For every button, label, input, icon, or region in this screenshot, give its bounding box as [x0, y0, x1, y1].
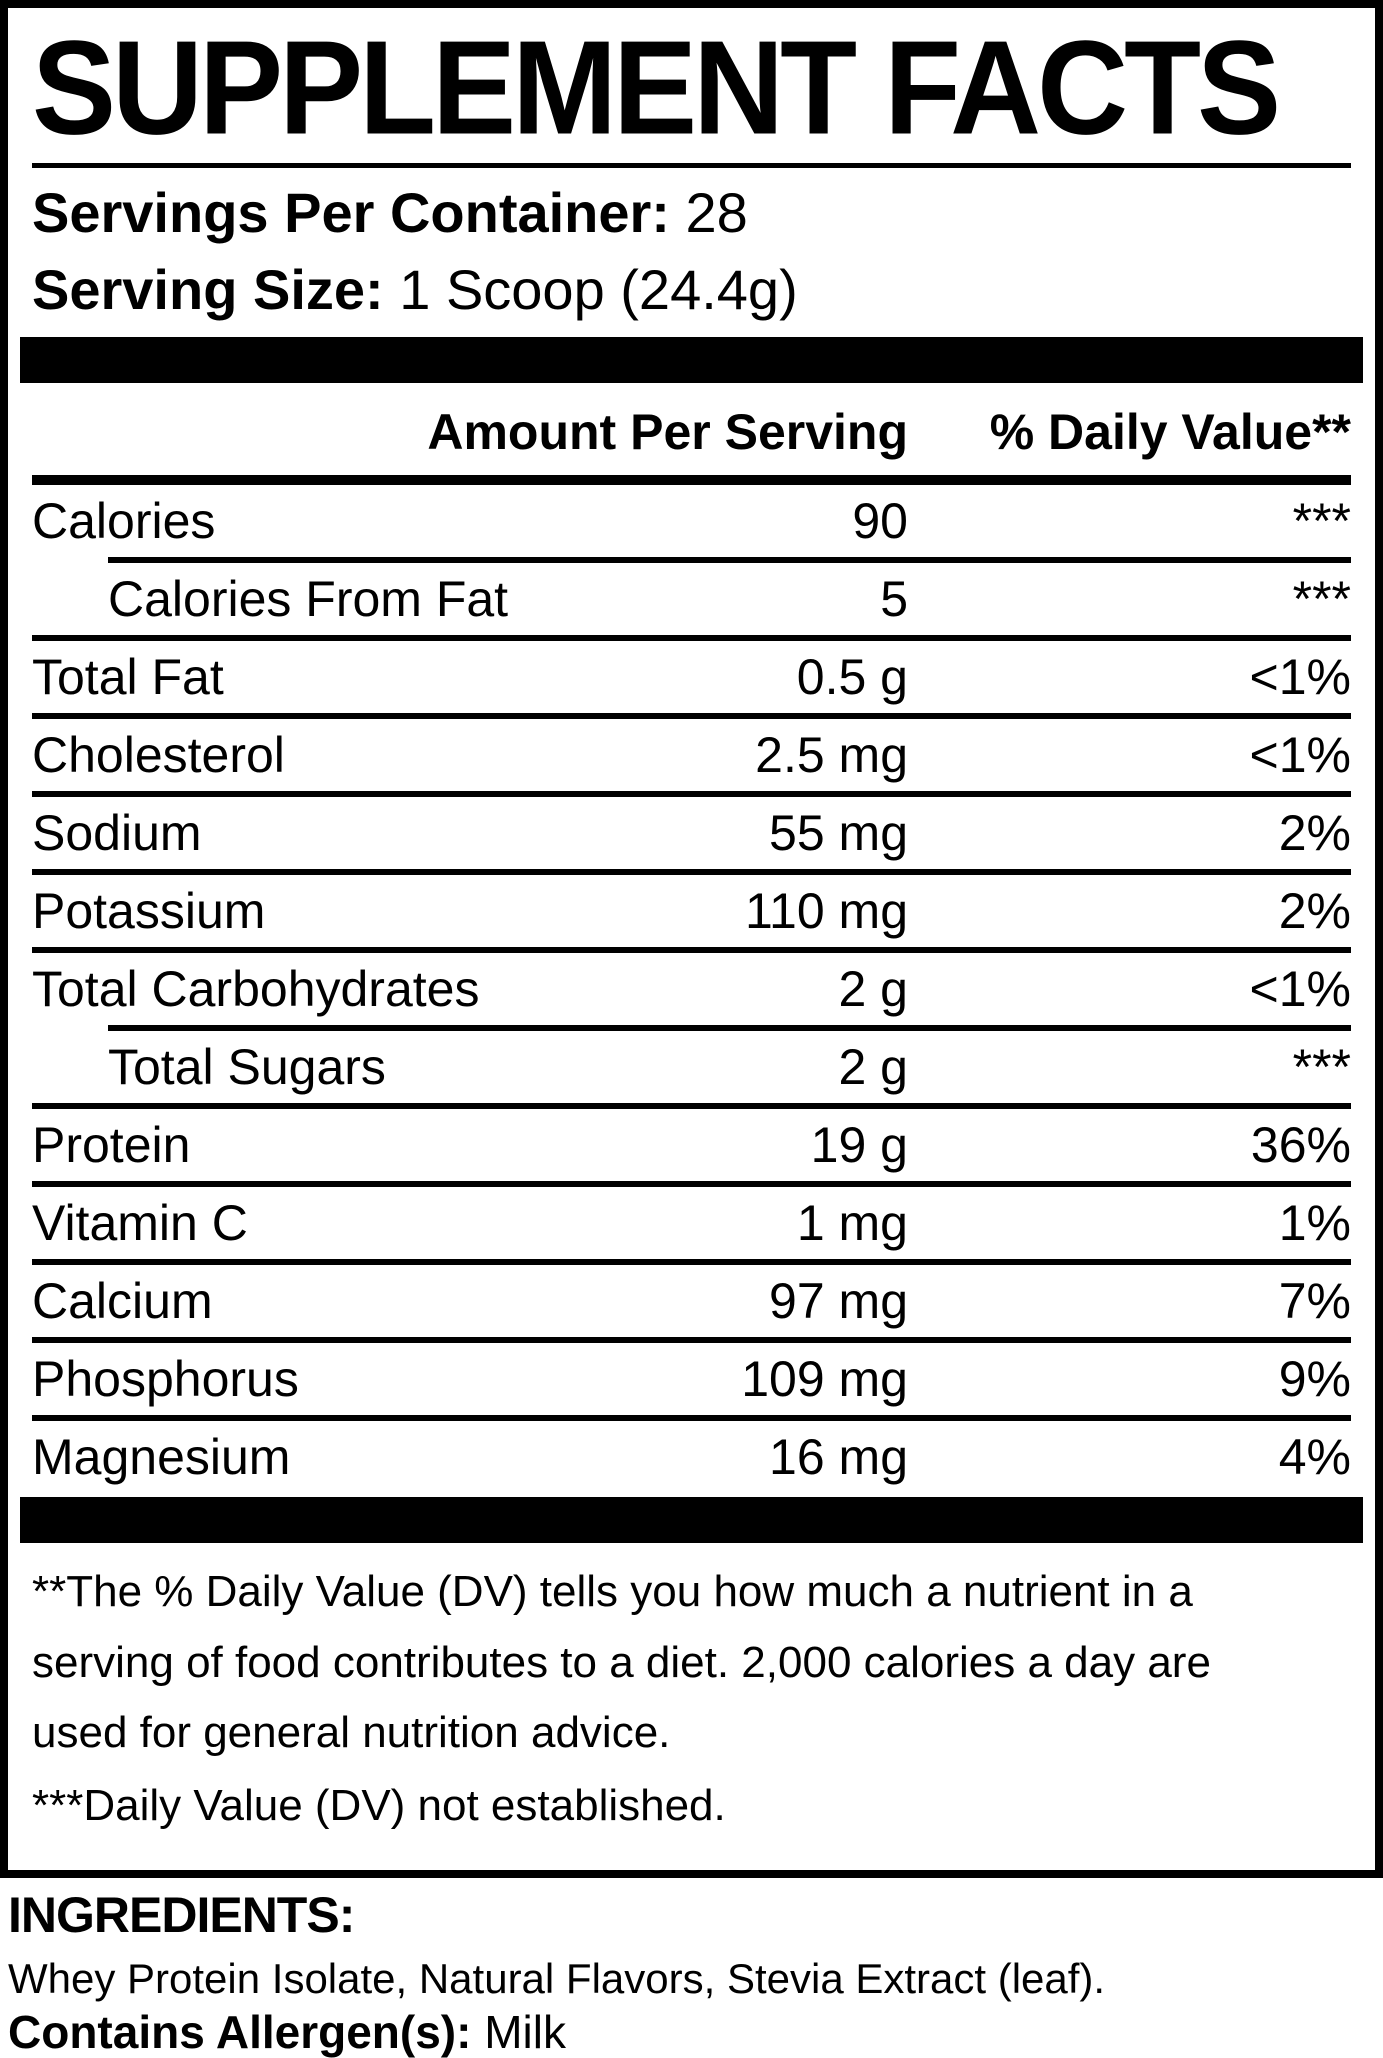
nutrient-amount: 2.5 mg: [755, 727, 908, 784]
nutrient-row: Cholesterol 2.5 mg <1%: [32, 719, 1351, 791]
row-divider: [32, 1415, 1351, 1422]
footnote-line: used for general nutrition advice.: [32, 1708, 671, 1758]
nutrient-name: Vitamin C: [32, 1195, 248, 1252]
panel-title: SUPPLEMENT FACTS: [32, 12, 1281, 163]
nutrient-amount: 90: [852, 493, 908, 550]
nutrient-amount: 109 mg: [741, 1351, 908, 1408]
amount-per-serving-header: Amount Per Serving: [427, 404, 908, 461]
row-divider: [32, 869, 1351, 876]
nutrient-name: Calcium: [32, 1273, 213, 1330]
nutrient-dv: ***: [1292, 571, 1351, 628]
table-header-row: Amount Per Serving % Daily Value**: [32, 383, 1351, 475]
nutrient-dv: <1%: [1249, 649, 1351, 706]
nutrient-name: Cholesterol: [32, 727, 285, 784]
nutrient-row: Calories From Fat 5 ***: [32, 563, 1351, 635]
footnote-line: serving of food contributes to a diet. 2…: [32, 1637, 1211, 1687]
nutrient-dv: 9%: [1278, 1351, 1351, 1408]
nutrient-dv: 4%: [1278, 1429, 1351, 1486]
nutrient-dv: 2%: [1278, 883, 1351, 940]
nutrient-dv: ***: [1292, 1039, 1351, 1096]
nutrient-dv: 1%: [1278, 1195, 1351, 1252]
bottom-separator-bar: [20, 1497, 1363, 1544]
row-divider: [32, 791, 1351, 798]
allergen-value: Milk: [484, 2006, 566, 2058]
row-divider: [32, 1103, 1351, 1110]
ingredients-heading: INGREDIENTS:: [8, 1887, 355, 1943]
nutrient-row: Protein 19 g 36%: [32, 1109, 1351, 1181]
servings-per-container-label: Servings Per Container:: [32, 181, 670, 245]
row-divider: [108, 1025, 1351, 1032]
nutrient-name: Sodium: [32, 805, 202, 862]
nutrient-name: Magnesium: [32, 1429, 291, 1486]
row-divider: [108, 557, 1351, 564]
nutrient-dv: <1%: [1249, 727, 1351, 784]
allergen-line: Contains Allergen(s): Milk: [8, 2009, 1383, 2055]
nutrient-name: Total Sugars: [108, 1039, 386, 1096]
nutrient-row: Total Carbohydrates 2 g <1%: [32, 953, 1351, 1025]
nutrient-amount: 2 g: [838, 1039, 908, 1096]
daily-value-footnote: **The % Daily Value (DV) tells you how m…: [32, 1557, 1351, 1768]
nutrient-row: Vitamin C 1 mg 1%: [32, 1187, 1351, 1259]
serving-size-value: 1 Scoop (24.4g): [399, 257, 798, 321]
nutrient-amount: 55 mg: [769, 805, 908, 862]
row-divider: [32, 1337, 1351, 1344]
nutrient-row: Calcium 97 mg 7%: [32, 1265, 1351, 1337]
nutrient-name: Total Fat: [32, 649, 224, 706]
nutrient-row: Magnesium 16 mg 4%: [32, 1421, 1351, 1493]
row-divider: [32, 947, 1351, 954]
nutrient-dv: 2%: [1278, 805, 1351, 862]
serving-size-label: Serving Size:: [32, 257, 384, 321]
nutrient-amount: 5: [880, 571, 908, 628]
nutrient-dv: ***: [1292, 493, 1351, 550]
nutrient-row: Total Sugars 2 g ***: [32, 1031, 1351, 1103]
row-divider: [32, 713, 1351, 720]
footnote-line: **The % Daily Value (DV) tells you how m…: [32, 1567, 1193, 1617]
ingredients-list: Whey Protein Isolate, Natural Flavors, S…: [8, 1955, 1106, 2002]
nutrient-amount: 97 mg: [769, 1273, 908, 1330]
nutrient-amount: 2 g: [838, 961, 908, 1018]
nutrient-amount: 16 mg: [769, 1429, 908, 1486]
supplement-facts-panel: SUPPLEMENT FACTS Servings Per Container:…: [0, 0, 1383, 1878]
servings-per-container-line: Servings Per Container: 28: [32, 181, 1351, 245]
serving-size-line: Serving Size: 1 Scoop (24.4g): [32, 257, 1351, 322]
nutrient-amount: 0.5 g: [796, 649, 908, 706]
nutrient-name: Calories From Fat: [108, 571, 509, 628]
row-divider: [32, 635, 1351, 642]
nutrient-row: Sodium 55 mg 2%: [32, 797, 1351, 869]
nutrient-row: Total Fat 0.5 g <1%: [32, 641, 1351, 713]
servings-per-container-value: 28: [685, 181, 748, 245]
nutrient-row: Phosphorus 109 mg 9%: [32, 1343, 1351, 1415]
row-divider: [32, 1181, 1351, 1188]
nutrient-name: Calories: [32, 493, 216, 550]
nutrient-amount: 110 mg: [744, 883, 908, 940]
ingredients-section: INGREDIENTS: Whey Protein Isolate, Natur…: [0, 1878, 1383, 2056]
nutrient-name: Total Carbohydrates: [32, 961, 480, 1018]
nutrient-name: Potassium: [32, 883, 266, 940]
dv-not-established-footnote: ***Daily Value (DV) not established.: [32, 1780, 726, 1830]
row-divider: [32, 1259, 1351, 1266]
daily-value-header: % Daily Value**: [989, 404, 1351, 461]
title-rule: [32, 163, 1351, 169]
nutrient-amount: 19 g: [810, 1117, 908, 1174]
header-rule: [32, 475, 1351, 486]
nutrient-name: Phosphorus: [32, 1351, 299, 1408]
nutrient-dv: 36%: [1250, 1117, 1351, 1174]
nutrient-row: Calories 90 ***: [32, 485, 1351, 557]
nutrient-name: Protein: [32, 1117, 191, 1174]
allergen-label: Contains Allergen(s):: [8, 2006, 472, 2058]
nutrient-amount: 1 mg: [796, 1195, 908, 1252]
nutrient-dv: <1%: [1249, 961, 1351, 1018]
top-separator-bar: [20, 337, 1363, 384]
nutrient-row: Potassium 110 mg 2%: [32, 875, 1351, 947]
nutrient-table: Calories 90 *** Calories From Fat 5 *** …: [32, 485, 1351, 1493]
nutrient-dv: 7%: [1278, 1273, 1351, 1330]
